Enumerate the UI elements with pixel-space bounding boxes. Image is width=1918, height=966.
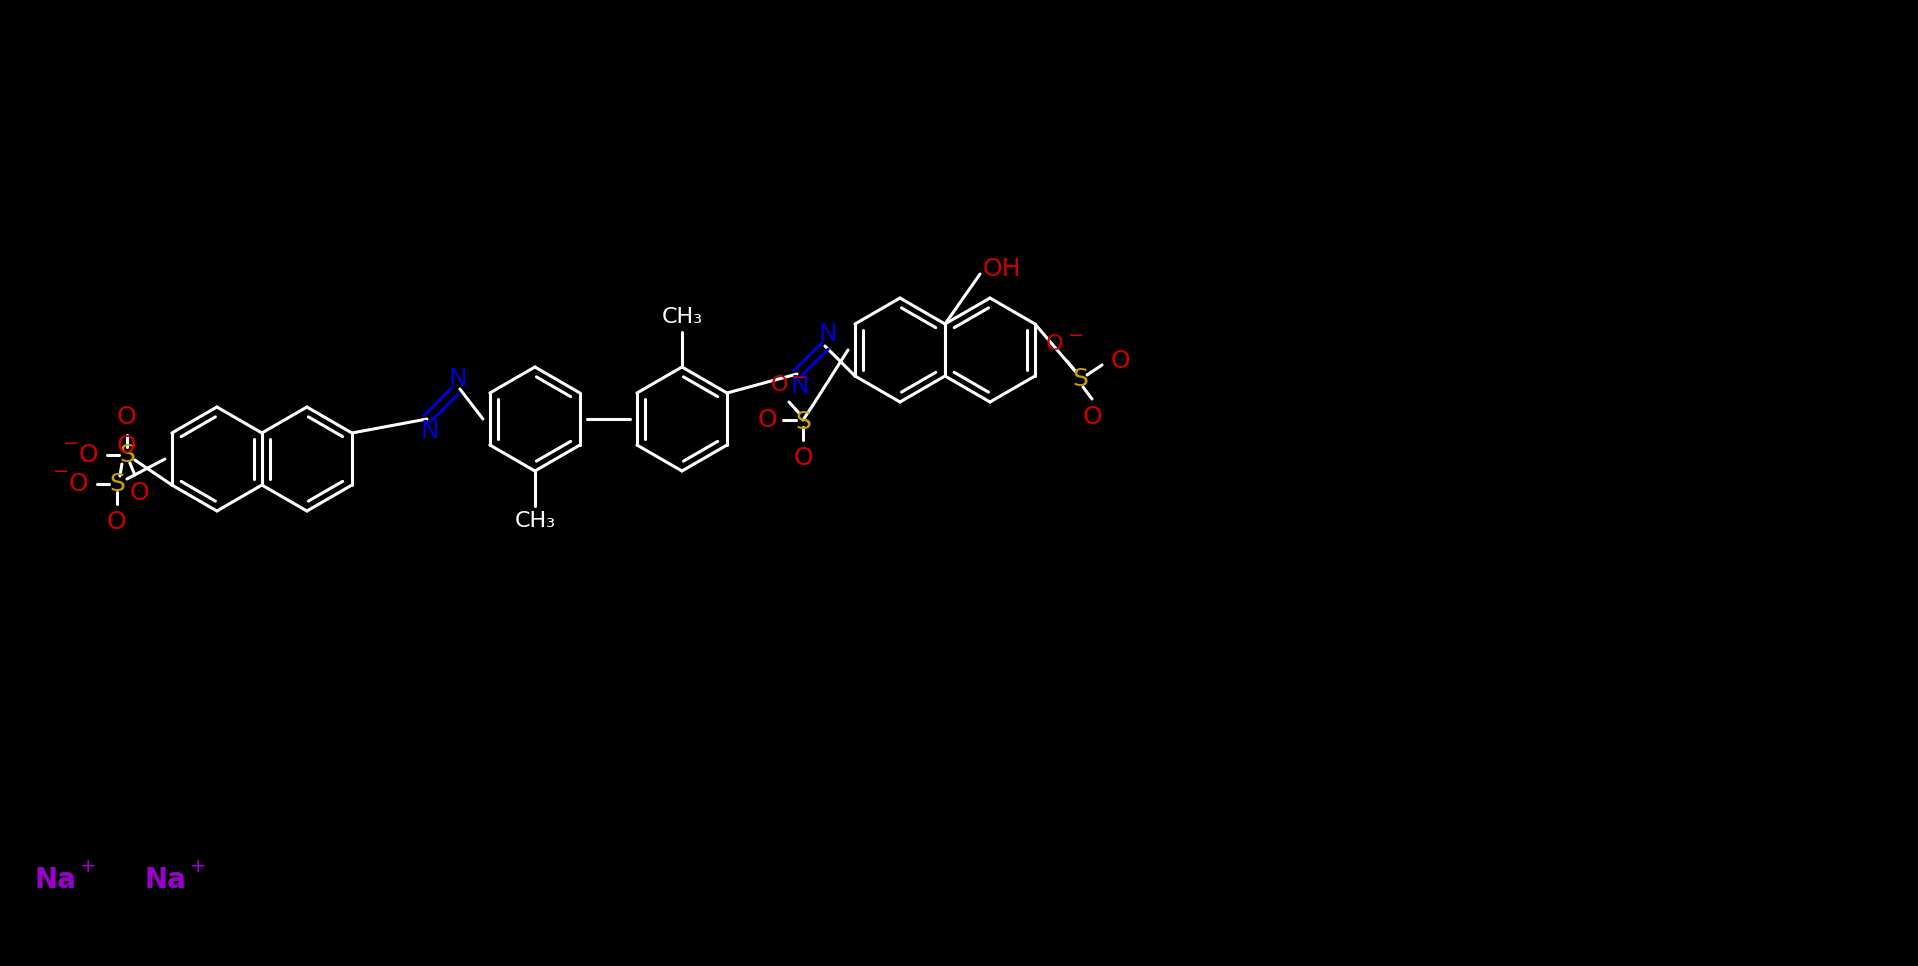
Text: S: S bbox=[119, 443, 134, 467]
Text: OH: OH bbox=[982, 257, 1020, 281]
Text: N: N bbox=[449, 367, 468, 391]
Text: CH₃: CH₃ bbox=[662, 307, 702, 327]
Text: O: O bbox=[130, 481, 150, 505]
Text: Na: Na bbox=[144, 866, 186, 894]
Text: S: S bbox=[796, 410, 811, 434]
Text: O: O bbox=[1082, 405, 1101, 429]
Text: +: + bbox=[81, 857, 96, 875]
Text: +: + bbox=[190, 857, 207, 875]
Text: O: O bbox=[117, 434, 136, 458]
Text: S: S bbox=[1072, 367, 1088, 391]
Text: N: N bbox=[420, 419, 439, 443]
Text: −: − bbox=[52, 463, 69, 481]
Text: Na: Na bbox=[35, 866, 77, 894]
Text: O: O bbox=[794, 446, 813, 470]
Text: CH₃: CH₃ bbox=[514, 511, 556, 531]
Text: −: − bbox=[790, 367, 807, 386]
Text: O: O bbox=[758, 408, 777, 432]
Text: O: O bbox=[1111, 349, 1130, 373]
Text: O: O bbox=[771, 375, 788, 395]
Text: O: O bbox=[107, 510, 127, 534]
Text: −: − bbox=[1068, 327, 1084, 346]
Text: N: N bbox=[819, 322, 838, 346]
Text: O: O bbox=[69, 472, 88, 496]
Text: O: O bbox=[1045, 334, 1063, 354]
Text: −: − bbox=[63, 434, 79, 452]
Text: O: O bbox=[117, 405, 136, 429]
Text: S: S bbox=[109, 472, 125, 496]
Text: N: N bbox=[790, 374, 809, 398]
Text: O: O bbox=[79, 443, 98, 467]
